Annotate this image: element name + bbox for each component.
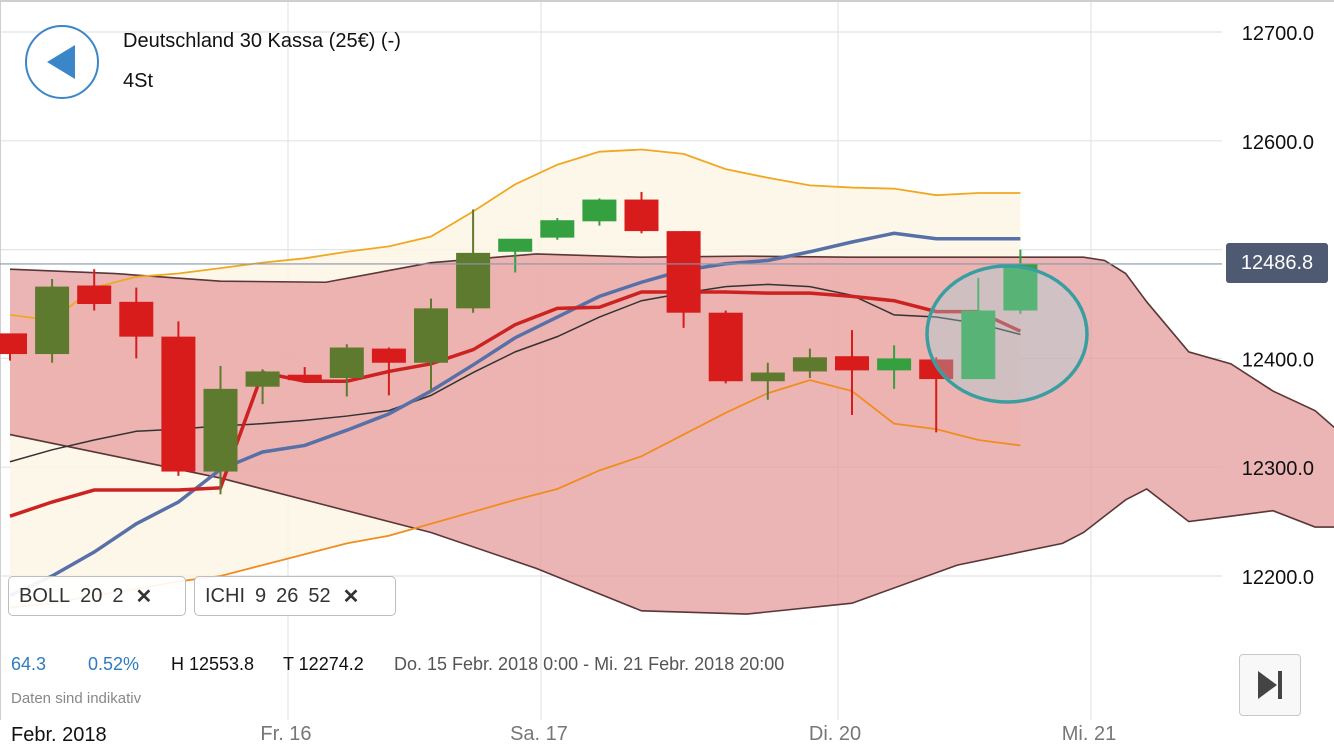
interval-label[interactable]: 4St xyxy=(123,70,154,92)
indicator-ichi-label: ICHI xyxy=(205,584,245,607)
indicator-ichi-remove-icon[interactable]: ✕ xyxy=(342,585,360,608)
indicator-ichi-param-tenkan: 9 xyxy=(255,584,267,607)
candle-body xyxy=(624,199,659,232)
candle-body xyxy=(329,347,364,378)
indicator-boll-param-dev: 2 xyxy=(112,584,124,607)
candle xyxy=(877,345,912,389)
candle-body xyxy=(456,252,491,309)
candle xyxy=(287,367,322,383)
indicator-boll-chip[interactable]: BOLL 20 2 ✕ xyxy=(8,576,186,616)
candle xyxy=(371,347,406,396)
x-tick-label: Mi. 21 xyxy=(1062,723,1116,745)
candle-body xyxy=(498,238,533,252)
candle-body xyxy=(0,333,27,355)
candle-body xyxy=(961,310,996,380)
candle-body xyxy=(245,371,280,387)
candle xyxy=(0,333,27,361)
candle-body xyxy=(877,358,912,371)
ichimoku-span-a-line xyxy=(9,253,1334,429)
candle xyxy=(414,298,448,392)
candle-body xyxy=(77,285,112,304)
candle xyxy=(77,269,112,311)
y-tick-label: 12200.0 xyxy=(1242,567,1314,589)
candle-body xyxy=(835,356,869,371)
skip-to-end-icon xyxy=(1258,671,1282,699)
info-change-pct: 0.52% xyxy=(88,654,140,674)
info-range: Do. 15 Febr. 2018 0:00 - Mi. 21 Febr. 20… xyxy=(394,654,785,674)
candle xyxy=(119,287,154,359)
x-tick-label: Sa. 17 xyxy=(510,723,568,745)
candle xyxy=(750,362,785,400)
ichimoku-tenkan-line xyxy=(9,231,1021,598)
y-tick-label: 12600.0 xyxy=(1242,132,1314,154)
candle-body xyxy=(371,348,406,363)
candle xyxy=(835,330,869,415)
indicator-ichi-chip[interactable]: ICHI 9 26 52 ✕ xyxy=(194,576,396,616)
bollinger-upper-line xyxy=(9,148,1021,322)
candle-body xyxy=(582,199,617,222)
month-label: Febr. 2018 xyxy=(0,720,130,750)
candle xyxy=(624,191,659,234)
highlight-circle xyxy=(925,264,1089,404)
candle xyxy=(35,278,70,363)
disclaimer-text: Daten sind indikativ xyxy=(11,690,142,707)
candle-body xyxy=(540,220,575,238)
candle-body xyxy=(919,359,954,380)
candle-body xyxy=(287,374,322,381)
candle xyxy=(961,277,996,380)
candle xyxy=(245,369,280,405)
candle xyxy=(203,366,238,495)
y-tick-label: 12300.0 xyxy=(1242,458,1314,480)
candle xyxy=(708,310,743,384)
candle xyxy=(792,348,827,378)
info-low: T 12274.2 xyxy=(283,654,364,674)
y-tick-label: 12700.0 xyxy=(1242,23,1314,45)
scroll-to-end-button[interactable] xyxy=(1239,654,1301,716)
x-tick-label: Di. 20 xyxy=(809,723,861,745)
indicator-boll-param-period: 20 xyxy=(80,584,103,607)
candle-body xyxy=(750,372,785,382)
x-tick-label: Fr. 16 xyxy=(260,723,311,745)
candle xyxy=(498,238,533,273)
indicator-ichi-param-span: 52 xyxy=(308,584,331,607)
candle xyxy=(1003,249,1038,314)
candle xyxy=(582,198,617,226)
candle xyxy=(329,344,364,397)
indicator-ichi-param-kijun: 26 xyxy=(276,584,299,607)
candle xyxy=(919,357,954,433)
candle-body xyxy=(161,336,196,472)
info-high: H 12553.8 xyxy=(171,654,255,674)
ichimoku-kijun-line xyxy=(9,290,1022,518)
back-button[interactable] xyxy=(25,25,99,99)
instrument-title: Deutschland 30 Kassa (25€) (-) xyxy=(123,30,401,52)
candle xyxy=(161,321,196,476)
ichimoku-span-b-line xyxy=(9,433,1334,615)
candle xyxy=(666,231,701,328)
candle-body xyxy=(666,231,701,313)
candle-body xyxy=(1003,263,1038,311)
candle-body xyxy=(203,388,238,472)
candle xyxy=(456,209,491,313)
indicator-boll-label: BOLL xyxy=(19,584,71,607)
candle xyxy=(540,218,575,240)
candle-body xyxy=(414,308,448,363)
last-price-tag: 12486.8 xyxy=(1226,243,1328,283)
candle-body xyxy=(35,286,70,355)
candle-body xyxy=(708,312,743,382)
info-change: 64.3 xyxy=(11,654,47,674)
y-tick-label: 12400.0 xyxy=(1242,349,1314,371)
indicator-boll-remove-icon[interactable]: ✕ xyxy=(135,585,153,608)
back-arrow-icon xyxy=(47,45,75,79)
candle-body xyxy=(792,357,827,372)
candle-body xyxy=(119,301,154,337)
ichimoku-cloud-bearish xyxy=(10,253,1334,615)
